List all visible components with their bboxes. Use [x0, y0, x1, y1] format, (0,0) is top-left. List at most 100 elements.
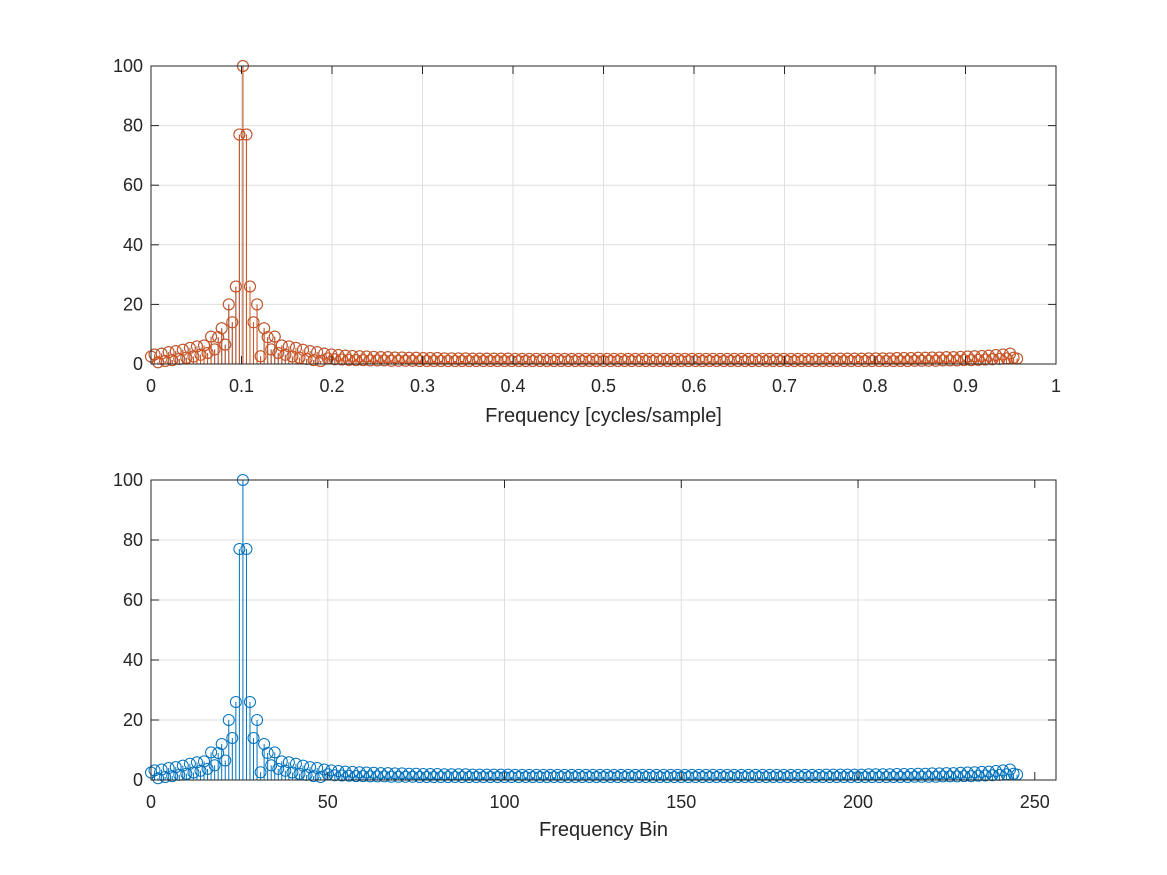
stem-marker — [243, 280, 256, 293]
stem-marker — [152, 356, 165, 369]
stem-marker — [943, 354, 956, 367]
stem-marker — [311, 762, 324, 774]
x-tick-label: 50 — [318, 792, 338, 812]
stem-marker — [350, 770, 363, 783]
y-tick-label: 40 — [123, 235, 143, 255]
x-tick-label: 0.3 — [410, 376, 435, 396]
ticks-top: 0 0.1 0.2 0.3 0.4 0.5 0.6 0.7 0.8 0.9 1 0 20 40 60 80 10… — [113, 56, 1061, 396]
stem-marker — [979, 769, 992, 782]
stem-marker — [335, 353, 348, 366]
stem-marker — [219, 754, 232, 767]
stem-marker — [226, 732, 239, 744]
stem-marker — [233, 128, 246, 141]
y-tick-label: 80 — [123, 530, 143, 550]
stem-marker — [198, 755, 211, 768]
axes-frame-bottom — [150, 479, 1057, 781]
stem-marker — [342, 769, 355, 782]
stem-marker — [162, 346, 175, 359]
stem-marker — [286, 766, 299, 779]
stem-marker — [961, 766, 974, 779]
stem-marker — [219, 338, 232, 351]
stem-marker — [166, 770, 179, 783]
y-tick-label: 0 — [133, 354, 143, 374]
stem-marker — [205, 746, 218, 759]
x-tick-label: 0 — [146, 376, 156, 396]
stem-marker — [364, 354, 377, 367]
stem-marker — [159, 355, 172, 368]
stem-marker — [261, 747, 274, 759]
stem-marker — [314, 771, 327, 783]
x-tick-label: 0.6 — [681, 376, 706, 396]
stem-marker — [929, 770, 942, 783]
stem-marker — [215, 322, 228, 335]
stem-marker — [155, 347, 168, 360]
stem-marker — [205, 330, 218, 343]
stem-marker — [901, 771, 914, 783]
stem-marker — [176, 343, 189, 356]
x-tick-label: 250 — [1020, 792, 1050, 812]
stem-marker — [982, 349, 995, 362]
stem-marker — [332, 349, 345, 362]
x-tick-label: 0.4 — [500, 376, 525, 396]
stem-marker — [403, 351, 416, 364]
stem-marker — [265, 759, 278, 772]
stem-marker — [279, 764, 292, 777]
stem-marker — [311, 346, 324, 359]
stem-marker — [148, 764, 161, 777]
stem-marker — [395, 351, 408, 364]
y-tick-label: 60 — [123, 175, 143, 195]
stem-marker — [403, 767, 416, 780]
stem-marker — [353, 350, 366, 363]
stem-marker — [975, 349, 988, 362]
stem-marker — [190, 756, 203, 769]
stem-marker — [936, 354, 949, 367]
stem-marker — [989, 349, 1002, 362]
x-axis-label-bottom: Frequency Bin — [539, 819, 668, 841]
stem-marker — [951, 770, 964, 783]
stem-marker — [350, 354, 363, 367]
y-tick-label: 0 — [133, 770, 143, 790]
grid-bottom — [151, 480, 1056, 780]
y-tick-label: 20 — [123, 294, 143, 314]
stem-marker — [258, 738, 271, 750]
stem-marker — [304, 761, 317, 774]
stem-marker — [395, 767, 408, 780]
stem-marker — [975, 765, 988, 778]
stem-marker — [381, 351, 394, 364]
x-tick-label: 0.9 — [953, 376, 978, 396]
stem-marker — [162, 762, 175, 774]
stem-marker — [307, 770, 320, 783]
stem-marker — [367, 766, 380, 779]
stem-marker — [986, 353, 999, 366]
stem-marker — [265, 343, 278, 356]
stem-marker — [346, 349, 359, 362]
stem-marker — [251, 714, 264, 726]
stem-marker — [247, 732, 260, 744]
stem-marker — [954, 766, 967, 779]
stem-marker — [304, 345, 317, 358]
stem-marker — [240, 543, 253, 555]
x-tick-label: 0.5 — [591, 376, 616, 396]
x-tick-label: 1 — [1051, 376, 1061, 396]
stem-marker — [254, 766, 267, 779]
stem-marker — [346, 765, 359, 778]
stem-marker — [314, 355, 327, 368]
stem-marker — [982, 765, 995, 778]
stem-marker — [328, 769, 341, 782]
ticks-bottom: 0 50 100 150 200 250 0 20 40 60 80 100 — [113, 470, 1056, 812]
stem-marker — [958, 354, 971, 367]
stem-marker — [229, 696, 242, 708]
y-tick-label: 40 — [123, 650, 143, 670]
stem-marker — [972, 353, 985, 366]
stem-marker — [965, 770, 978, 783]
x-tick-label: 150 — [666, 792, 696, 812]
stem-marker — [335, 769, 348, 782]
stem-marker — [915, 770, 928, 783]
stem-marker — [940, 767, 953, 780]
x-tick-label: 0.2 — [319, 376, 344, 396]
stem-marker — [364, 770, 377, 783]
stem-marker — [279, 348, 292, 361]
stem-marker — [176, 759, 189, 772]
stem-marker — [922, 354, 935, 367]
stem-marker — [166, 354, 179, 367]
